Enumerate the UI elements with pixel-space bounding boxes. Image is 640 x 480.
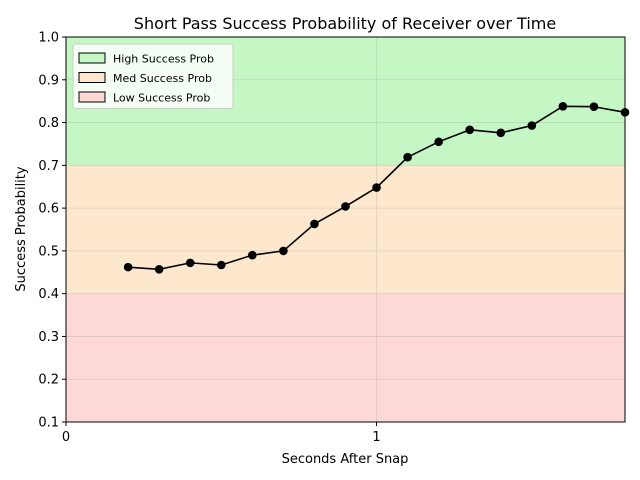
data-point bbox=[279, 246, 288, 256]
data-point bbox=[527, 121, 537, 130]
y-tick-label: 0.8 bbox=[38, 116, 59, 131]
y-tick-label: 0.3 bbox=[38, 330, 59, 345]
x-axis-label: Seconds After Snap bbox=[282, 452, 409, 467]
legend-swatch bbox=[78, 91, 106, 103]
success-bands bbox=[66, 37, 625, 422]
y-tick-label: 1.0 bbox=[38, 31, 59, 46]
data-point bbox=[185, 258, 195, 268]
data-point bbox=[341, 202, 350, 211]
y-tick-label: 0.6 bbox=[38, 202, 59, 217]
band-low bbox=[66, 293, 625, 422]
y-tick-label: 0.1 bbox=[38, 416, 59, 431]
legend-swatch bbox=[78, 52, 106, 64]
legend-label: Low Success Prob bbox=[113, 92, 210, 105]
data-point bbox=[558, 102, 568, 111]
series-layer bbox=[123, 102, 630, 274]
data-point bbox=[403, 152, 412, 162]
legend-swatch bbox=[78, 72, 106, 83]
data-point bbox=[123, 262, 133, 272]
data-point bbox=[434, 137, 443, 147]
data-point bbox=[154, 264, 164, 274]
band-med bbox=[66, 165, 625, 294]
x-tick-label: 0 bbox=[62, 430, 70, 445]
data-point bbox=[372, 183, 381, 192]
legend-label: Med Success Prob bbox=[113, 72, 212, 85]
data-point bbox=[496, 128, 506, 138]
y-tick-label: 0.7 bbox=[38, 159, 59, 174]
chart-title: Short Pass Success Probability of Receiv… bbox=[134, 14, 556, 33]
legend-frame bbox=[72, 43, 234, 109]
legend-label: High Success Prob bbox=[113, 53, 214, 66]
y-axis-label: Success Probability bbox=[14, 166, 29, 291]
legend: High Success Prob Med Success Prob Low Suc… bbox=[72, 43, 234, 109]
y-tick-label: 0.5 bbox=[38, 244, 59, 259]
data-point bbox=[589, 102, 599, 112]
plot-frame bbox=[65, 36, 626, 423]
data-point bbox=[310, 219, 319, 229]
y-axis-ticks: 0.1 0.2 0.3 0.4 0.5 0.6 0.7 0.8 0.9 1.0 bbox=[38, 31, 66, 431]
data-point bbox=[248, 250, 257, 260]
y-tick-label: 0.2 bbox=[38, 373, 59, 388]
data-point bbox=[216, 260, 226, 270]
y-tick-label: 0.4 bbox=[38, 287, 59, 302]
y-tick-label: 0.9 bbox=[38, 73, 59, 88]
data-point bbox=[465, 125, 475, 135]
x-tick-label: 1 bbox=[372, 430, 380, 445]
